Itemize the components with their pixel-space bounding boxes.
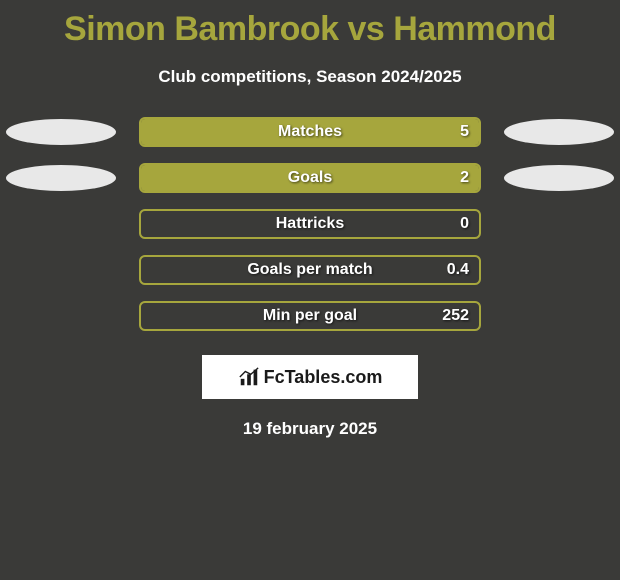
stat-label: Min per goal bbox=[263, 307, 357, 325]
stat-row: Min per goal 252 bbox=[0, 301, 620, 331]
player-ellipse-left bbox=[6, 119, 116, 145]
player-ellipse-right bbox=[504, 119, 614, 145]
stat-bar: Matches 5 bbox=[139, 117, 481, 147]
stat-rows: Matches 5 Goals 2 Hattricks 0 Goals per match 0… bbox=[0, 117, 620, 331]
stat-value: 2 bbox=[460, 169, 469, 187]
brand-box: FcTables.com bbox=[202, 355, 418, 399]
stat-label: Goals bbox=[288, 169, 332, 187]
brand-text: FcTables.com bbox=[264, 367, 383, 388]
stat-row: Goals per match 0.4 bbox=[0, 255, 620, 285]
stat-value: 252 bbox=[442, 307, 469, 325]
stat-value: 5 bbox=[460, 123, 469, 141]
stat-row: Hattricks 0 bbox=[0, 209, 620, 239]
stat-bar: Goals per match 0.4 bbox=[139, 255, 481, 285]
date-text: 19 february 2025 bbox=[0, 419, 620, 439]
stat-bar: Min per goal 252 bbox=[139, 301, 481, 331]
player-ellipse-right bbox=[504, 165, 614, 191]
bar-chart-icon bbox=[238, 366, 260, 388]
stat-row: Goals 2 bbox=[0, 163, 620, 193]
stat-value: 0.4 bbox=[447, 261, 469, 279]
page-title: Simon Bambrook vs Hammond bbox=[0, 0, 620, 49]
stat-value: 0 bbox=[460, 215, 469, 233]
stat-label: Matches bbox=[278, 123, 342, 141]
stat-label: Goals per match bbox=[247, 261, 372, 279]
stat-bar: Goals 2 bbox=[139, 163, 481, 193]
player-ellipse-left bbox=[6, 165, 116, 191]
stat-label: Hattricks bbox=[276, 215, 344, 233]
page-subtitle: Club competitions, Season 2024/2025 bbox=[0, 67, 620, 87]
stat-bar: Hattricks 0 bbox=[139, 209, 481, 239]
stat-row: Matches 5 bbox=[0, 117, 620, 147]
